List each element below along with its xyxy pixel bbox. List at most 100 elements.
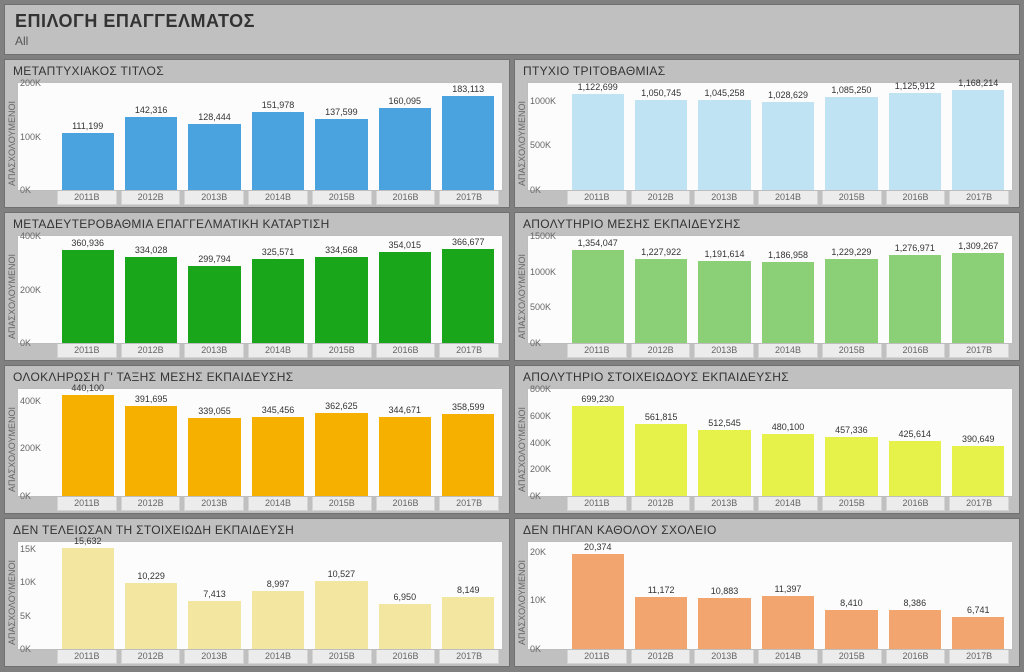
- bar: [125, 583, 177, 649]
- bar-column: 183,113: [439, 87, 498, 190]
- page-subtitle: All: [15, 34, 1009, 48]
- x-tick: 2016B: [376, 650, 436, 664]
- bar: [889, 441, 941, 496]
- bar-value-label: 325,571: [262, 247, 295, 257]
- bar-value-label: 6,950: [394, 592, 417, 602]
- x-tick: 2012B: [121, 497, 181, 511]
- bar-column: 1,191,614: [695, 240, 754, 343]
- y-tick: 0K: [530, 185, 541, 195]
- bar-column: 344,671: [375, 393, 434, 496]
- x-tick: 2015B: [822, 497, 882, 511]
- x-tick: 2014B: [758, 497, 818, 511]
- x-tick: 2016B: [886, 497, 946, 511]
- bar-column: 360,936: [58, 240, 117, 343]
- x-tick: 2012B: [121, 344, 181, 358]
- bar: [188, 266, 240, 343]
- bar-column: 1,085,250: [822, 87, 881, 190]
- plot-area: 0K200K400K360,936334,028299,794325,57133…: [17, 235, 503, 344]
- bar-value-label: 20,374: [584, 542, 612, 552]
- bar-column: 6,741: [949, 546, 1008, 649]
- bar-value-label: 1,227,922: [641, 247, 681, 257]
- y-axis-label: ΑΠΑΣΧΟΛΟΥΜΕΝΟΙ: [7, 541, 17, 664]
- bar-value-label: 425,614: [899, 429, 932, 439]
- bar-value-label: 142,316: [135, 105, 168, 115]
- bar-column: 10,229: [121, 546, 180, 649]
- bar-column: 391,695: [121, 393, 180, 496]
- x-tick: 2015B: [312, 344, 372, 358]
- bar: [379, 108, 431, 190]
- y-tick: 1000K: [530, 267, 556, 277]
- x-tick: 2017B: [439, 191, 499, 205]
- x-tick: 2012B: [631, 344, 691, 358]
- x-tick: 2017B: [439, 497, 499, 511]
- bar-value-label: 358,599: [452, 402, 485, 412]
- bar-value-label: 7,413: [203, 589, 226, 599]
- x-tick: 2017B: [439, 344, 499, 358]
- bar-value-label: 1,050,745: [641, 88, 681, 98]
- bar-value-label: 360,936: [71, 238, 104, 248]
- y-tick: 0K: [20, 491, 31, 501]
- bar: [315, 581, 367, 649]
- bar-column: 1,186,958: [758, 240, 817, 343]
- bar-value-label: 10,229: [137, 571, 165, 581]
- bar: [62, 133, 114, 190]
- y-tick: 5K: [20, 611, 31, 621]
- bar-value-label: 111,199: [72, 121, 103, 131]
- bar-column: 339,055: [185, 393, 244, 496]
- bar: [572, 554, 624, 649]
- bar-value-label: 1,045,258: [705, 88, 745, 98]
- bar-value-label: 354,015: [389, 240, 422, 250]
- y-tick: 200K: [530, 464, 551, 474]
- x-tick: 2012B: [631, 191, 691, 205]
- y-axis-label: ΑΠΑΣΧΟΛΟΥΜΕΝΟΙ: [517, 235, 527, 358]
- bar: [889, 610, 941, 649]
- bar: [635, 597, 687, 649]
- bar-column: 1,125,912: [885, 87, 944, 190]
- x-tick: 2017B: [949, 191, 1009, 205]
- x-tick: 2016B: [376, 344, 436, 358]
- bar: [252, 417, 304, 496]
- bar: [315, 413, 367, 496]
- bar: [698, 100, 750, 190]
- bar-value-label: 362,625: [325, 401, 358, 411]
- x-tick: 2011B: [567, 650, 627, 664]
- y-tick: 0K: [530, 644, 541, 654]
- x-tick: 2013B: [184, 344, 244, 358]
- plot-area: 0K200K400K600K800K699,230561,815512,5454…: [527, 388, 1013, 497]
- bar-column: 299,794: [185, 240, 244, 343]
- bar-value-label: 334,028: [135, 245, 168, 255]
- bar: [952, 90, 1004, 190]
- bar-column: 10,527: [312, 546, 371, 649]
- bar: [572, 250, 624, 343]
- chart-panel: ΔΕΝ ΤΕΛΕΙΩΣΑΝ ΤΗ ΣΤΟΙΧΕΙΩΔΗ ΕΚΠΑΙΔΕΥΣΗΑΠ…: [4, 518, 510, 667]
- bar-value-label: 15,632: [74, 536, 102, 546]
- chart-panel: ΑΠΟΛΥΤΗΡΙΟ ΜΕΣΗΣ ΕΚΠΑΙΔΕΥΣΗΣΑΠΑΣΧΟΛΟΥΜΕΝ…: [514, 212, 1020, 361]
- plot-area: 0K10K20K20,37411,17210,88311,3978,4108,3…: [527, 541, 1013, 650]
- bar-column: 1,050,745: [631, 87, 690, 190]
- bar-value-label: 391,695: [135, 394, 168, 404]
- y-tick: 500K: [530, 302, 551, 312]
- x-tick: 2014B: [758, 650, 818, 664]
- bar-column: 1,276,971: [885, 240, 944, 343]
- x-tick: 2011B: [567, 191, 627, 205]
- bar-column: 1,309,267: [949, 240, 1008, 343]
- y-tick: 800K: [530, 384, 551, 394]
- x-tick: 2011B: [57, 497, 117, 511]
- y-tick: 400K: [530, 438, 551, 448]
- bar: [125, 257, 177, 343]
- bar-column: 7,413: [185, 546, 244, 649]
- bar-value-label: 10,883: [711, 586, 739, 596]
- bar-column: 325,571: [248, 240, 307, 343]
- plot-area: 0K500K1000K1,122,6991,050,7451,045,2581,…: [527, 82, 1013, 191]
- bar: [572, 406, 624, 496]
- bar: [125, 406, 177, 496]
- bar-column: 457,336: [822, 393, 881, 496]
- bar: [379, 252, 431, 343]
- panel-title: ΜΕΤΑΔΕΥΤΕΡΟΒΑΘΜΙΑ ΕΠΑΓΓΕΛΜΑΤΙΚΗ ΚΑΤΑΡΤΙΣ…: [5, 213, 509, 235]
- bar-column: 10,883: [695, 546, 754, 649]
- bar-value-label: 512,545: [708, 418, 741, 428]
- y-tick: 0K: [20, 185, 31, 195]
- x-tick: 2011B: [567, 344, 627, 358]
- y-tick: 1500K: [530, 231, 556, 241]
- bar: [572, 94, 624, 190]
